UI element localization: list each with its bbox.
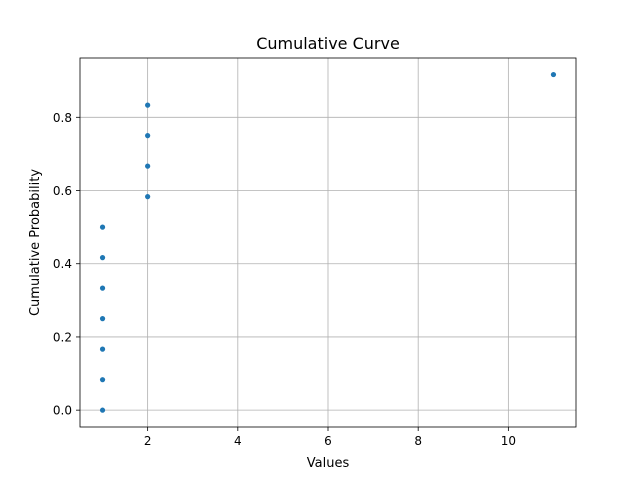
x-tick-label: 10 xyxy=(501,434,516,448)
x-tick-label: 4 xyxy=(234,434,242,448)
data-point xyxy=(99,255,106,261)
y-axis-label: Cumulative Probability xyxy=(28,169,43,316)
y-tick-label: 0.8 xyxy=(53,111,72,125)
data-point xyxy=(99,285,106,291)
y-tick-label: 0.4 xyxy=(53,257,72,271)
chart-title: Cumulative Curve xyxy=(256,34,400,53)
data-point xyxy=(99,377,106,383)
y-tick-label: 0.0 xyxy=(53,404,72,418)
data-point xyxy=(550,71,557,78)
x-tick-label: 8 xyxy=(414,434,422,448)
data-point xyxy=(99,224,106,230)
data-point xyxy=(145,163,151,169)
data-point xyxy=(99,316,106,322)
data-point xyxy=(99,407,106,413)
y-tick-label: 0.2 xyxy=(53,330,72,344)
x-axis-label: Values xyxy=(307,456,350,471)
data-point xyxy=(145,133,151,139)
axis-ticks: 2 4 6 8 10 0.0 0.2 0.4 0.6 0.8 xyxy=(53,111,516,448)
data-point xyxy=(145,102,151,108)
data-points xyxy=(99,71,557,413)
grid-lines xyxy=(80,58,576,427)
data-point xyxy=(99,346,106,352)
x-tick-label: 2 xyxy=(144,434,152,448)
x-tick-label: 6 xyxy=(324,434,332,448)
y-tick-label: 0.6 xyxy=(53,184,72,198)
data-point xyxy=(145,194,151,200)
